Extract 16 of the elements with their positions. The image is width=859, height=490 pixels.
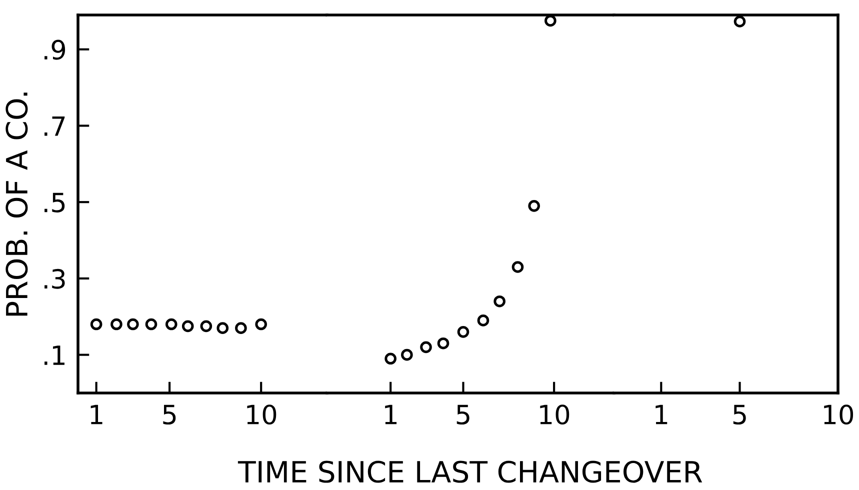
x-tick-label: 5: [733, 404, 746, 425]
x-tick-label: 10: [540, 404, 570, 425]
y-tick-label: .3: [44, 268, 65, 289]
x-tick-label: 10: [247, 404, 276, 425]
y-axis-title: PROB. OF A CO.: [6, 92, 28, 316]
y-tick-label: .1: [44, 346, 64, 365]
y-tick-label: .7: [44, 116, 65, 136]
y-tick-label: .9: [44, 40, 66, 60]
x-tick-label: 10: [824, 404, 854, 425]
x-tick-label: 1: [656, 404, 668, 424]
x-tick-label: 1: [90, 404, 102, 424]
x-axis-title: TIME SINCE LAST CHANGEOVER: [238, 460, 702, 483]
x-tick-label: 1: [385, 404, 397, 424]
x-tick-label: 5: [163, 404, 176, 425]
x-tick-label: 5: [456, 404, 470, 425]
y-tick-label: .5: [44, 192, 65, 212]
